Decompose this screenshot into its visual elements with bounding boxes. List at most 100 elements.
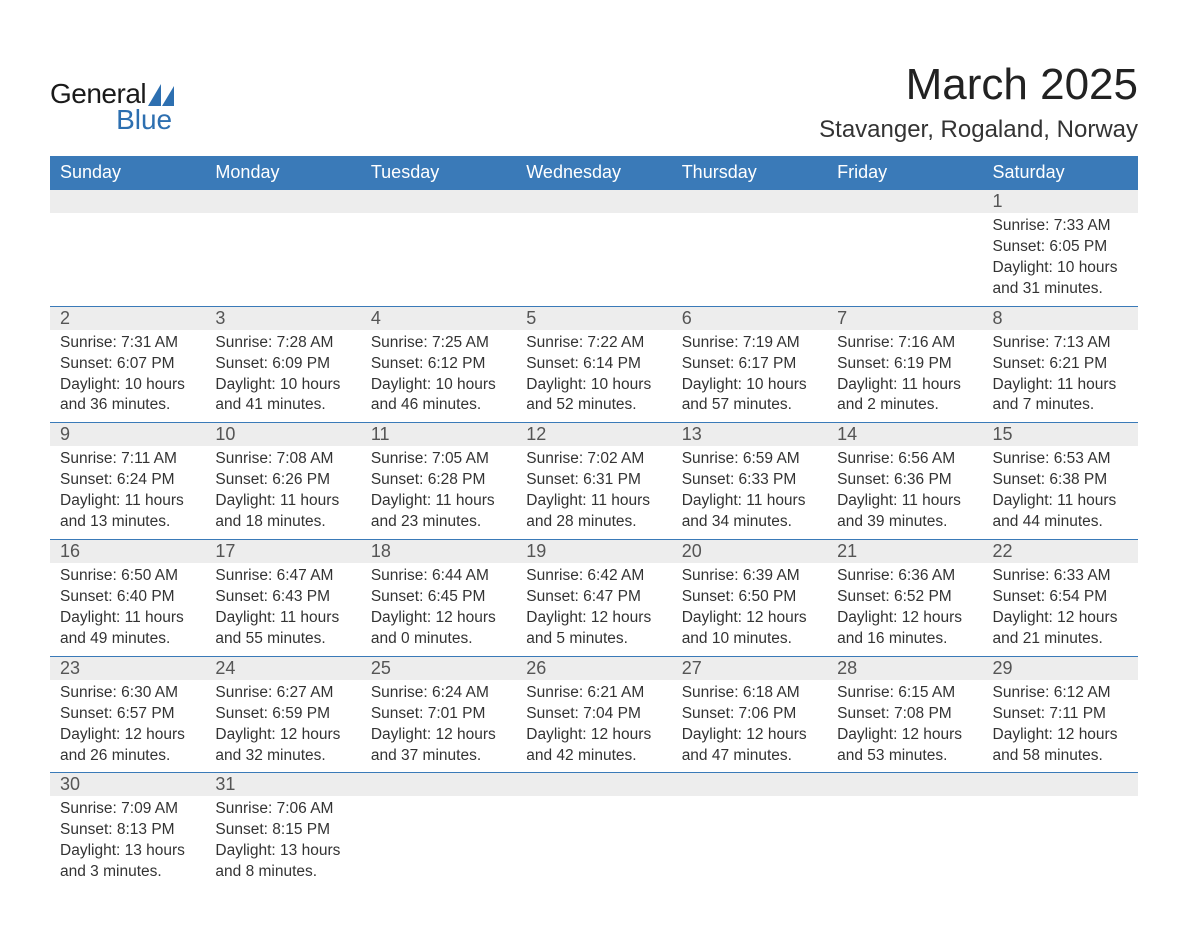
month-title: March 2025 bbox=[819, 60, 1138, 110]
day-detail-cell: Sunrise: 6:44 AMSunset: 6:45 PMDaylight:… bbox=[361, 563, 516, 656]
day-number-cell bbox=[827, 190, 982, 214]
sunset-line: Sunset: 6:05 PM bbox=[993, 237, 1128, 258]
col-wednesday: Wednesday bbox=[516, 156, 671, 190]
day-detail-cell bbox=[361, 213, 516, 306]
day-number-cell: 15 bbox=[983, 423, 1138, 447]
day-number-cell: 23 bbox=[50, 656, 205, 680]
daylight-line: Daylight: 12 hours and 26 minutes. bbox=[60, 725, 195, 767]
sunrise-line: Sunrise: 7:22 AM bbox=[526, 333, 661, 354]
header: General Blue March 2025 Stavanger, Rogal… bbox=[50, 60, 1138, 144]
day-number-cell: 17 bbox=[205, 540, 360, 564]
day-number-cell: 14 bbox=[827, 423, 982, 447]
sunrise-line: Sunrise: 7:09 AM bbox=[60, 799, 195, 820]
sunset-line: Sunset: 6:47 PM bbox=[526, 587, 661, 608]
detail-row: Sunrise: 6:50 AMSunset: 6:40 PMDaylight:… bbox=[50, 563, 1138, 656]
day-detail-cell: Sunrise: 6:39 AMSunset: 6:50 PMDaylight:… bbox=[672, 563, 827, 656]
daynum-row: 1 bbox=[50, 190, 1138, 214]
daylight-line: Daylight: 11 hours and 2 minutes. bbox=[837, 375, 972, 417]
day-number-cell: 22 bbox=[983, 540, 1138, 564]
sunset-line: Sunset: 7:04 PM bbox=[526, 704, 661, 725]
day-number-cell: 19 bbox=[516, 540, 671, 564]
sunset-line: Sunset: 6:40 PM bbox=[60, 587, 195, 608]
sunset-line: Sunset: 6:14 PM bbox=[526, 354, 661, 375]
sunset-line: Sunset: 6:50 PM bbox=[682, 587, 817, 608]
day-detail-cell: Sunrise: 7:33 AMSunset: 6:05 PMDaylight:… bbox=[983, 213, 1138, 306]
daylight-line: Daylight: 12 hours and 0 minutes. bbox=[371, 608, 506, 650]
sunset-line: Sunset: 6:59 PM bbox=[215, 704, 350, 725]
day-detail-cell: Sunrise: 6:21 AMSunset: 7:04 PMDaylight:… bbox=[516, 680, 671, 773]
sunset-line: Sunset: 7:06 PM bbox=[682, 704, 817, 725]
day-detail-cell: Sunrise: 6:53 AMSunset: 6:38 PMDaylight:… bbox=[983, 446, 1138, 539]
daylight-line: Daylight: 11 hours and 13 minutes. bbox=[60, 491, 195, 533]
daynum-row: 3031 bbox=[50, 773, 1138, 797]
day-detail-cell bbox=[672, 796, 827, 889]
day-detail-cell: Sunrise: 6:56 AMSunset: 6:36 PMDaylight:… bbox=[827, 446, 982, 539]
sunset-line: Sunset: 6:26 PM bbox=[215, 470, 350, 491]
day-number-cell: 20 bbox=[672, 540, 827, 564]
location: Stavanger, Rogaland, Norway bbox=[819, 116, 1138, 144]
daylight-line: Daylight: 11 hours and 49 minutes. bbox=[60, 608, 195, 650]
day-detail-cell: Sunrise: 6:12 AMSunset: 7:11 PMDaylight:… bbox=[983, 680, 1138, 773]
sunset-line: Sunset: 6:57 PM bbox=[60, 704, 195, 725]
day-detail-cell: Sunrise: 6:36 AMSunset: 6:52 PMDaylight:… bbox=[827, 563, 982, 656]
sunrise-line: Sunrise: 6:50 AM bbox=[60, 566, 195, 587]
sunrise-line: Sunrise: 7:19 AM bbox=[682, 333, 817, 354]
day-detail-cell: Sunrise: 6:27 AMSunset: 6:59 PMDaylight:… bbox=[205, 680, 360, 773]
daylight-line: Daylight: 12 hours and 53 minutes. bbox=[837, 725, 972, 767]
day-number-cell: 12 bbox=[516, 423, 671, 447]
day-number-cell: 7 bbox=[827, 306, 982, 330]
day-number-cell: 11 bbox=[361, 423, 516, 447]
day-detail-cell: Sunrise: 6:18 AMSunset: 7:06 PMDaylight:… bbox=[672, 680, 827, 773]
sunset-line: Sunset: 6:43 PM bbox=[215, 587, 350, 608]
day-number-cell: 25 bbox=[361, 656, 516, 680]
sunrise-line: Sunrise: 6:27 AM bbox=[215, 683, 350, 704]
sunset-line: Sunset: 7:01 PM bbox=[371, 704, 506, 725]
sunrise-line: Sunrise: 6:44 AM bbox=[371, 566, 506, 587]
day-detail-cell: Sunrise: 7:08 AMSunset: 6:26 PMDaylight:… bbox=[205, 446, 360, 539]
day-detail-cell: Sunrise: 7:09 AMSunset: 8:13 PMDaylight:… bbox=[50, 796, 205, 889]
col-friday: Friday bbox=[827, 156, 982, 190]
daylight-line: Daylight: 12 hours and 47 minutes. bbox=[682, 725, 817, 767]
sunrise-line: Sunrise: 7:02 AM bbox=[526, 449, 661, 470]
day-detail-cell: Sunrise: 7:22 AMSunset: 6:14 PMDaylight:… bbox=[516, 330, 671, 423]
day-number-cell: 6 bbox=[672, 306, 827, 330]
sunrise-line: Sunrise: 6:24 AM bbox=[371, 683, 506, 704]
daylight-line: Daylight: 10 hours and 46 minutes. bbox=[371, 375, 506, 417]
sunrise-line: Sunrise: 7:08 AM bbox=[215, 449, 350, 470]
logo-mark-icon bbox=[148, 84, 174, 106]
col-thursday: Thursday bbox=[672, 156, 827, 190]
day-detail-cell bbox=[827, 213, 982, 306]
sunset-line: Sunset: 6:36 PM bbox=[837, 470, 972, 491]
day-detail-cell bbox=[672, 213, 827, 306]
day-detail-cell: Sunrise: 7:28 AMSunset: 6:09 PMDaylight:… bbox=[205, 330, 360, 423]
sunset-line: Sunset: 6:07 PM bbox=[60, 354, 195, 375]
day-detail-cell: Sunrise: 6:50 AMSunset: 6:40 PMDaylight:… bbox=[50, 563, 205, 656]
detail-row: Sunrise: 7:31 AMSunset: 6:07 PMDaylight:… bbox=[50, 330, 1138, 423]
daylight-line: Daylight: 12 hours and 21 minutes. bbox=[993, 608, 1128, 650]
day-detail-cell: Sunrise: 7:31 AMSunset: 6:07 PMDaylight:… bbox=[50, 330, 205, 423]
day-detail-cell: Sunrise: 6:15 AMSunset: 7:08 PMDaylight:… bbox=[827, 680, 982, 773]
daylight-line: Daylight: 12 hours and 10 minutes. bbox=[682, 608, 817, 650]
sunset-line: Sunset: 8:13 PM bbox=[60, 820, 195, 841]
sunrise-line: Sunrise: 6:53 AM bbox=[993, 449, 1128, 470]
day-number-cell: 2 bbox=[50, 306, 205, 330]
day-number-cell bbox=[205, 190, 360, 214]
sunrise-line: Sunrise: 6:42 AM bbox=[526, 566, 661, 587]
day-number-cell: 21 bbox=[827, 540, 982, 564]
day-number-cell: 1 bbox=[983, 190, 1138, 214]
sunrise-line: Sunrise: 7:13 AM bbox=[993, 333, 1128, 354]
day-detail-cell: Sunrise: 6:24 AMSunset: 7:01 PMDaylight:… bbox=[361, 680, 516, 773]
logo-text-blue: Blue bbox=[50, 104, 172, 136]
day-number-cell bbox=[672, 773, 827, 797]
daylight-line: Daylight: 12 hours and 42 minutes. bbox=[526, 725, 661, 767]
daylight-line: Daylight: 12 hours and 58 minutes. bbox=[993, 725, 1128, 767]
day-number-cell: 5 bbox=[516, 306, 671, 330]
day-number-cell bbox=[983, 773, 1138, 797]
col-saturday: Saturday bbox=[983, 156, 1138, 190]
daylight-line: Daylight: 11 hours and 44 minutes. bbox=[993, 491, 1128, 533]
sunrise-line: Sunrise: 6:15 AM bbox=[837, 683, 972, 704]
day-number-cell: 13 bbox=[672, 423, 827, 447]
daylight-line: Daylight: 11 hours and 7 minutes. bbox=[993, 375, 1128, 417]
detail-row: Sunrise: 7:33 AMSunset: 6:05 PMDaylight:… bbox=[50, 213, 1138, 306]
daylight-line: Daylight: 10 hours and 52 minutes. bbox=[526, 375, 661, 417]
